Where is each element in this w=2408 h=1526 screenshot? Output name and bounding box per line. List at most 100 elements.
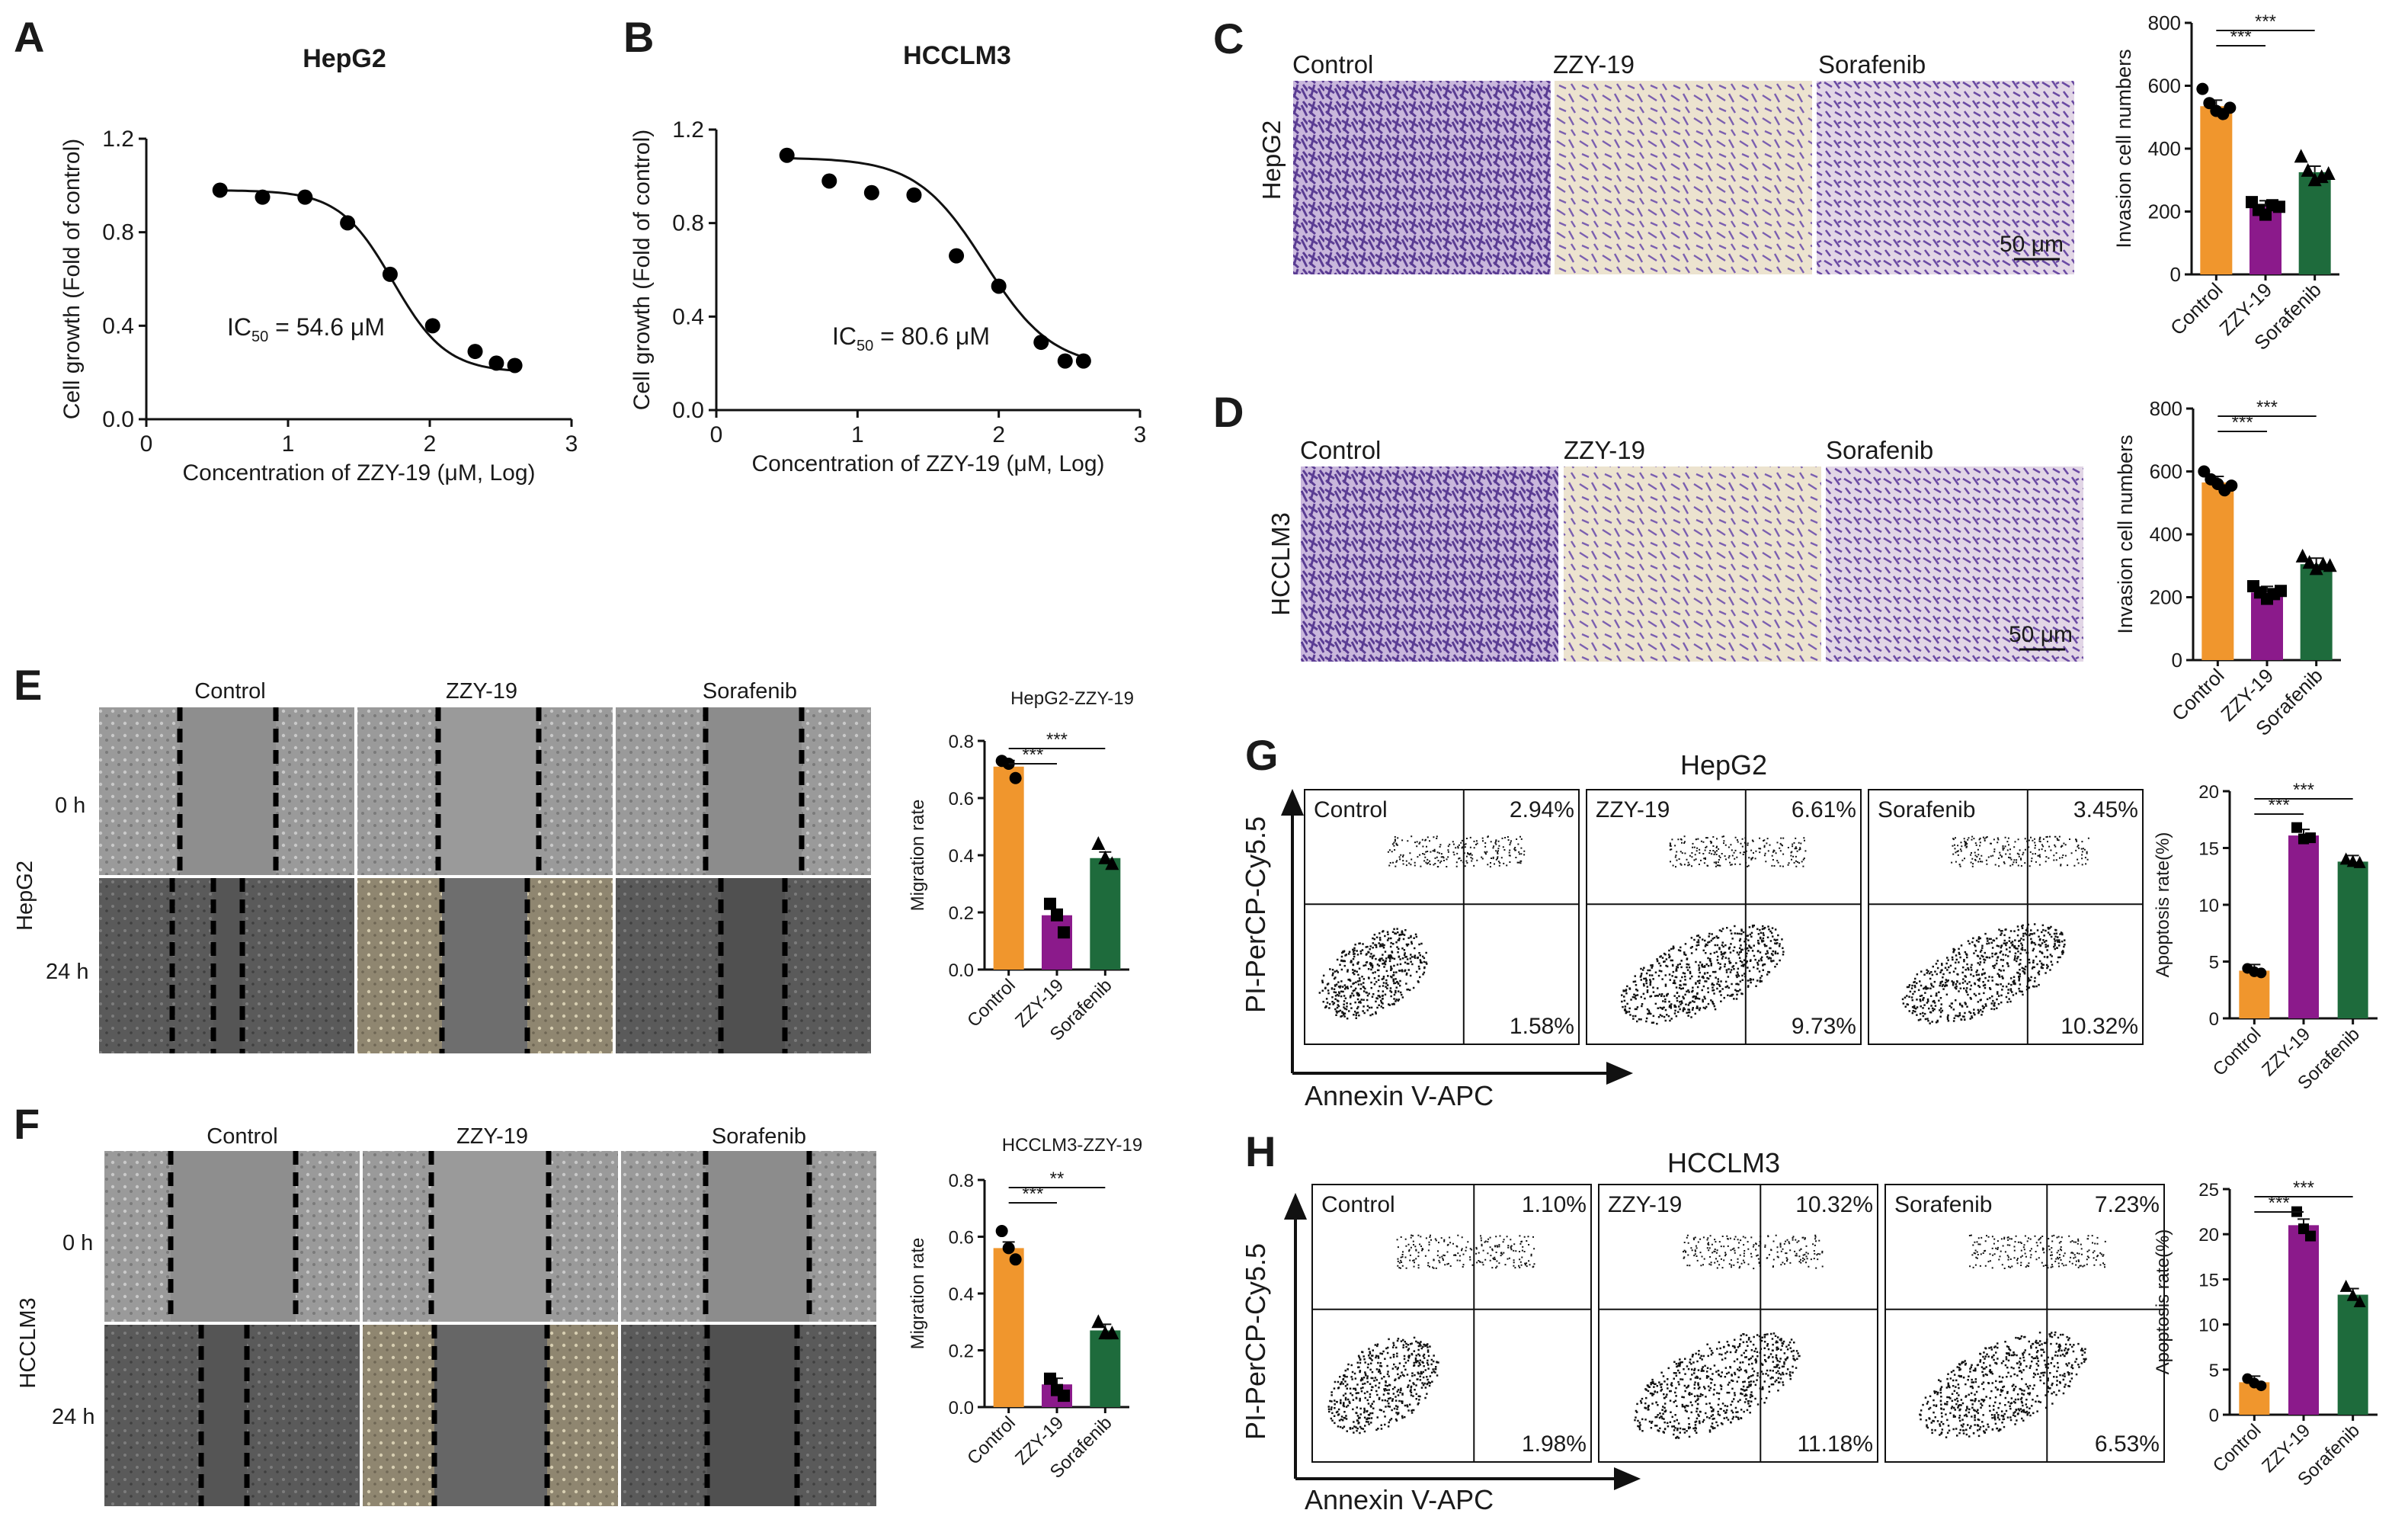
panel-c: C Control ZZY-19 Sorafenib HepG2 50 μm 0… <box>1213 11 2339 354</box>
panel-letter-e: E <box>14 661 42 709</box>
panel-h-y-axis-arrow <box>1283 1192 1308 1479</box>
panel-h-flow-ur-percent: 1.10% <box>1522 1192 1587 1217</box>
panel-d-image-sorafenib <box>1826 466 2083 662</box>
panel-g-flow-ur-percent: 2.94% <box>1510 797 1574 822</box>
panel-d-row-label: HCCLM3 <box>1266 512 1295 616</box>
panel-g-flow-plot-frame <box>1586 789 1862 1045</box>
chart-f-y-tick-label: 0.4 <box>949 1284 974 1305</box>
panel-g-flow-ur-percent: 6.61% <box>1792 797 1856 822</box>
chart-b-ic50-prefix: IC <box>832 322 857 350</box>
chart-f-bar-0 <box>993 1248 1024 1407</box>
panel-f-cell-label: HCCLM3 <box>16 1297 40 1388</box>
chart-b-data-point <box>1057 353 1073 369</box>
chart-g-significance-label: *** <box>2293 780 2314 800</box>
chart-e-point <box>1091 836 1106 850</box>
chart-d-point <box>2302 555 2317 569</box>
chart-g-point <box>2291 822 2302 833</box>
chart-a-ic50: IC50 = 54.6 μM <box>227 313 385 345</box>
panel-f-row-label-24h: 24 h <box>52 1405 94 1429</box>
panel-h-flow-ur-percent: 10.32% <box>1795 1192 1873 1217</box>
panel-g-flow-lr-percent: 1.58% <box>1510 1014 1574 1039</box>
chart-d-point <box>2198 465 2211 478</box>
chart-a-data-point <box>255 189 271 205</box>
panel-g-y-axis-arrow <box>1280 788 1305 1073</box>
chart-h-y-tick-label: 15 <box>2198 1270 2219 1290</box>
chart-b-ic50: IC50 = 80.6 μM <box>832 322 990 354</box>
chart-b-x-tick-label: 0 <box>710 422 723 447</box>
chart-b-data-point <box>779 147 795 163</box>
chart-h-y-tick-label: 25 <box>2198 1180 2219 1201</box>
chart-d-point <box>2323 558 2337 572</box>
chart-d-significance-label: *** <box>2256 397 2278 418</box>
chart-e-bar-1 <box>1042 915 1072 970</box>
panel-g-flow-ur-percent: 3.45% <box>2073 797 2138 822</box>
panel-c-row-label: HepG2 <box>1257 120 1286 200</box>
panel-f-wound-sorafenib-0h <box>706 1151 809 1322</box>
panel-g-x-axis-arrow <box>1292 1061 1634 1085</box>
chart-f-point <box>1009 1253 1022 1266</box>
chart-f-point <box>1044 1372 1056 1385</box>
panel-d-col-label-zzy19: ZZY-19 <box>1564 436 1645 464</box>
chart-d-y-tick-label: 400 <box>2150 523 2182 546</box>
chart-h-bar-2 <box>2337 1294 2368 1415</box>
panel-c-image-control <box>1293 81 1551 274</box>
chart-c-y-tick-label: 400 <box>2148 137 2181 160</box>
chart-b-y-tick-label: 1.2 <box>672 117 704 143</box>
panel-h-title: HCCLM3 <box>1667 1147 1780 1178</box>
chart-b-data-point <box>991 278 1007 294</box>
panel-g-flow-lr-percent: 10.32% <box>2061 1014 2138 1039</box>
panel-f-col-label-control: Control <box>207 1124 278 1149</box>
chart-e-y-axis-label: Migration rate <box>908 800 928 912</box>
chart-e-y-tick-label: 0.6 <box>949 789 974 809</box>
chart-b-ic50-sub: 50 <box>857 338 873 354</box>
chart-g-bar-1 <box>2288 835 2319 1018</box>
chart-a-title: HepG2 <box>303 44 386 73</box>
chart-f-y-tick-label: 0.0 <box>949 1398 974 1419</box>
panel-letter-b: B <box>623 13 654 61</box>
chart-b: 0 1 2 3 0.0 0.4 0.8 1.2 Concentration of ZZY-19 … <box>629 117 1146 476</box>
panel-h-flow-plot-frame <box>1884 1184 2165 1463</box>
chart-f-point <box>1002 1242 1015 1255</box>
panel-letter-h: H <box>1245 1127 1276 1175</box>
chart-g-y-tick-label: 5 <box>2209 953 2219 973</box>
chart-a-data-point <box>382 266 398 282</box>
panel-f-wound-sorafenib-24h <box>707 1325 797 1506</box>
chart-h-point <box>2305 1230 2316 1242</box>
chart-b-y-tick-label: 0.4 <box>672 304 704 329</box>
panel-e-col-label-sorafenib: Sorafenib <box>703 679 797 704</box>
chart-a-data-point <box>424 318 440 334</box>
chart-a-data-point <box>488 355 504 371</box>
chart-d-point <box>2295 548 2310 563</box>
chart-c-point <box>2273 200 2285 213</box>
chart-d-x-tick-label: Control <box>2167 664 2228 725</box>
chart-a-y-tick-label: 0.4 <box>102 313 134 338</box>
panel-e-wound-sorafenib-0h <box>706 707 802 875</box>
chart-b-x-tick-label: 1 <box>851 422 864 447</box>
chart-a-fit-curve <box>219 189 515 372</box>
chart-d-y-axis-label: Invasion cell numbers <box>2114 434 2137 633</box>
chart-g-y-tick-label: 10 <box>2198 896 2219 916</box>
panel-letter-c: C <box>1213 14 1244 63</box>
chart-a-data-point <box>297 189 313 205</box>
panel-letter-g: G <box>1245 731 1279 779</box>
chart-d: 0 200 400 600 800 Invasion cell numbers Contro… <box>2114 397 2341 740</box>
panel-d-col-label-sorafenib: Sorafenib <box>1826 436 1933 464</box>
panel-h-flow-plot-name: Control <box>1321 1192 1395 1217</box>
chart-f-significance-label: ** <box>1050 1169 1065 1189</box>
panel-h-flow-lr-percent: 6.53% <box>2095 1431 2160 1457</box>
chart-h-x-tick-label: Control <box>2209 1420 2266 1476</box>
chart-h-bar-1 <box>2288 1225 2319 1415</box>
panel-c-image-zzy19 <box>1555 81 1812 274</box>
panel-g-flow-plot-frame <box>1304 789 1580 1045</box>
panel-e-images <box>99 707 871 1053</box>
chart-h-point <box>2256 1380 2267 1392</box>
chart-f-point <box>1091 1314 1106 1329</box>
panel-g-flow-events <box>1901 835 2089 1024</box>
panel-h-flow-plots: Control 1.10% 1.98% ZZY-19 10.32% 11.18% Soraf… <box>1311 1184 2165 1463</box>
panel-e-wound-zzy19-24h <box>442 878 527 1053</box>
chart-b-title: HCCLM3 <box>903 41 1011 70</box>
chart-a-data-point <box>507 357 523 373</box>
chart-a-y-tick-label: 0.8 <box>102 220 134 245</box>
